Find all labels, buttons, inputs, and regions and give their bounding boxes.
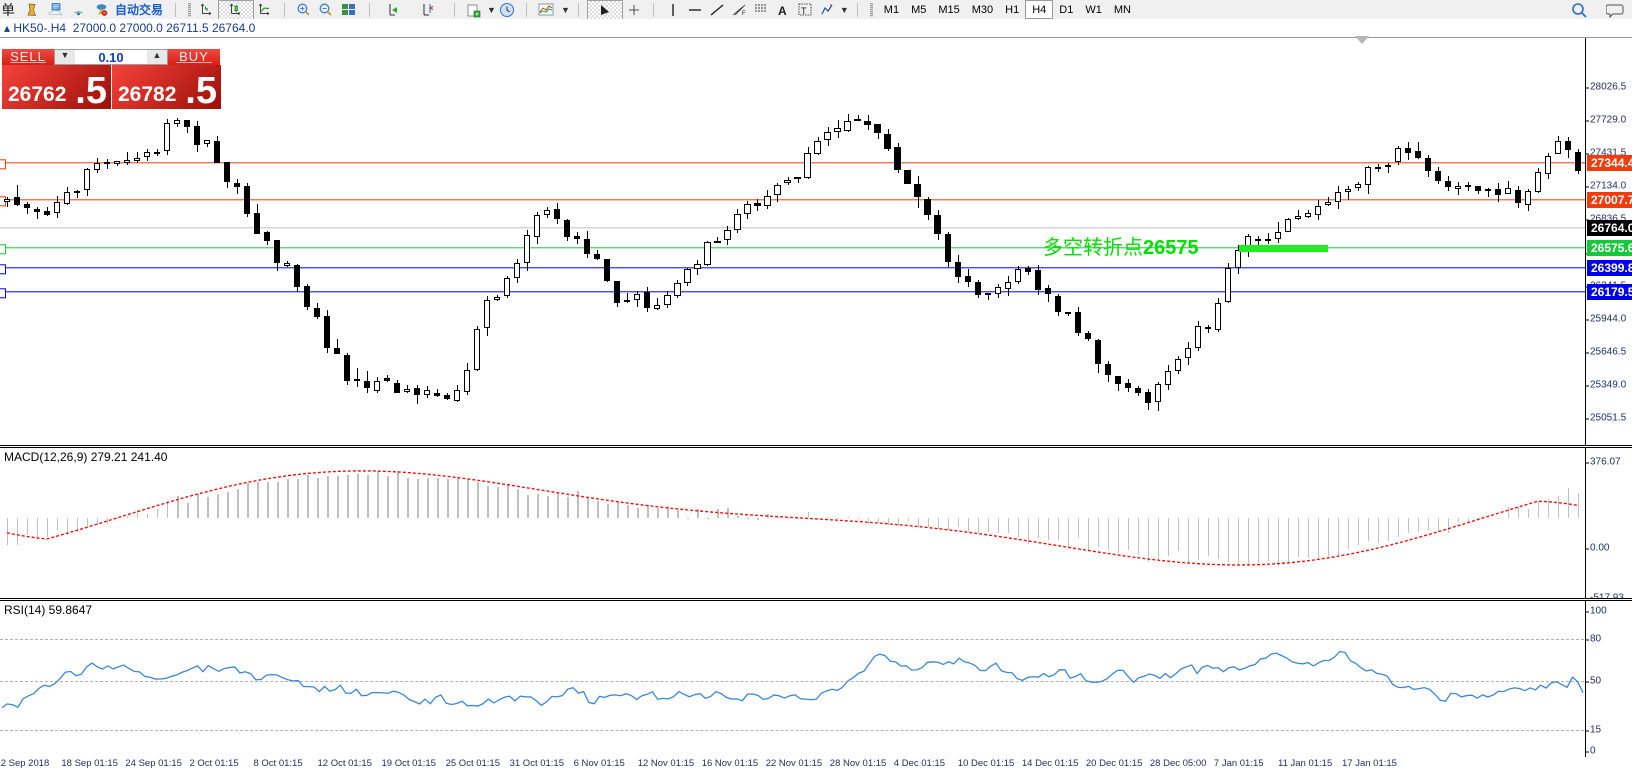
- svg-text:单: 单: [3, 2, 15, 18]
- svg-text:T: T: [801, 6, 807, 16]
- svg-text:F: F: [742, 11, 746, 17]
- svg-text:A: A: [778, 4, 787, 18]
